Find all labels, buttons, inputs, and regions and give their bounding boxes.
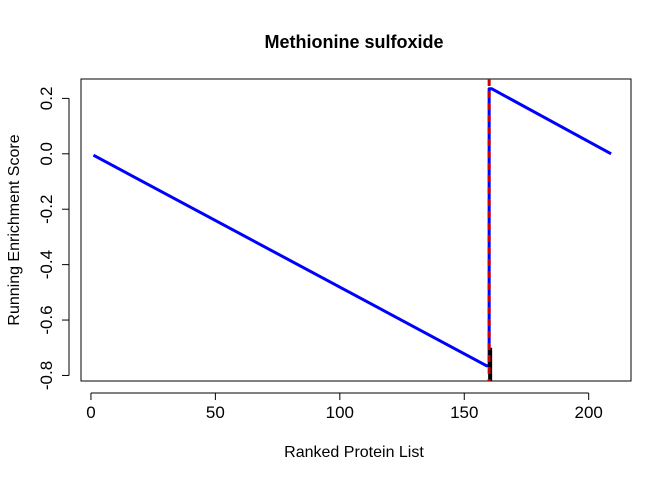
- y-tick-label: -0.8: [37, 361, 56, 390]
- x-tick-label: 50: [206, 403, 225, 422]
- series-layer: [92, 79, 612, 381]
- y-axis: -0.8 -0.6 -0.4 -0.2 0.0 0.2: [37, 87, 70, 390]
- x-tick-label: 150: [450, 403, 478, 422]
- x-tick-label: 100: [326, 403, 354, 422]
- enrichment-series-line: [92, 87, 612, 368]
- y-tick-label: 0.2: [37, 87, 56, 111]
- y-axis-label: Running Enrichment Score: [6, 134, 23, 325]
- y-tick-label: -0.6: [37, 305, 56, 334]
- x-tick-label: 200: [575, 403, 603, 422]
- y-tick-label: 0.0: [37, 142, 56, 166]
- y-tick-label: -0.2: [37, 195, 56, 224]
- y-tick-label: -0.4: [37, 250, 56, 279]
- x-tick-label: 0: [86, 403, 95, 422]
- x-axis: 0 50 100 150 200: [86, 392, 603, 422]
- chart-title: Methionine sulfoxide: [264, 32, 443, 52]
- plot-frame: [80, 78, 632, 382]
- x-axis-label: Ranked Protein List: [284, 444, 424, 461]
